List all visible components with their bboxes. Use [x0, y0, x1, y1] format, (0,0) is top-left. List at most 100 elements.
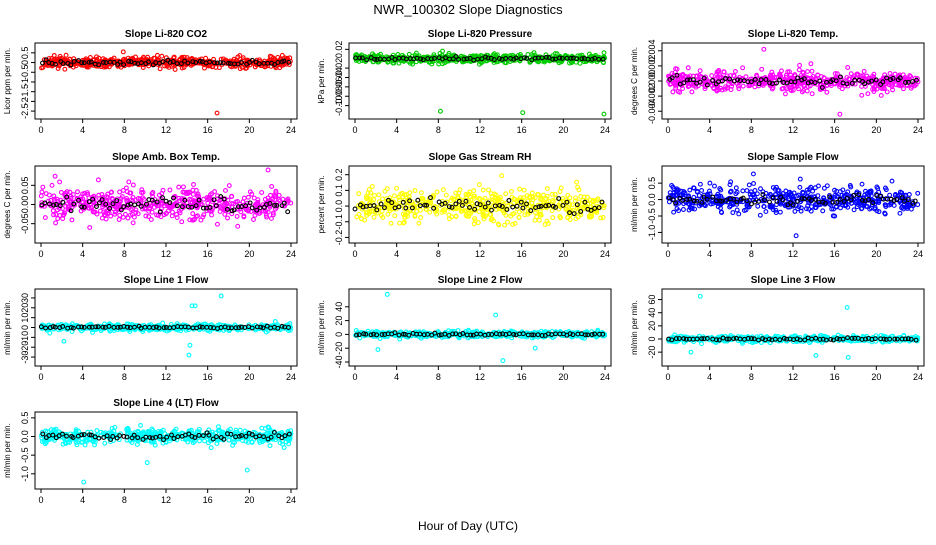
x-tick-label: 8 — [749, 372, 754, 382]
x-tick-label: 20 — [871, 372, 881, 382]
data-point — [778, 210, 782, 214]
outlier-point — [385, 292, 389, 296]
data-point — [570, 203, 574, 207]
data-point — [76, 190, 80, 194]
data-point — [177, 185, 181, 189]
x-tick-label: 16 — [830, 372, 840, 382]
data-point — [235, 214, 239, 218]
data-point — [117, 218, 121, 222]
data-point — [671, 90, 675, 94]
x-tick-label: 4 — [707, 125, 712, 135]
data-point — [759, 187, 763, 191]
data-point — [798, 63, 802, 67]
data-point — [246, 195, 250, 199]
data-point — [39, 194, 43, 198]
panel-title: Slope Li-820 CO2 — [125, 29, 208, 40]
data-point — [898, 211, 902, 215]
data-point — [798, 185, 802, 189]
x-tick-label: 24 — [286, 372, 296, 382]
data-point — [537, 218, 541, 222]
data-point — [530, 191, 534, 195]
x-tick-label: 8 — [436, 372, 441, 382]
y-tick-label: 40 — [647, 308, 657, 318]
data-point — [260, 191, 264, 195]
data-point — [118, 190, 122, 194]
data-point — [168, 188, 172, 192]
x-tick-label: 16 — [203, 372, 213, 382]
plot-frame — [662, 289, 924, 366]
series-all-points — [666, 172, 919, 238]
data-point — [504, 192, 508, 196]
data-point — [226, 216, 230, 220]
x-tick-label: 12 — [475, 249, 485, 259]
x-tick-label: 16 — [517, 249, 527, 259]
x-tick-label: 24 — [600, 249, 610, 259]
x-tick-label: 12 — [788, 372, 798, 382]
data-point — [273, 320, 277, 324]
hourly-point — [133, 203, 137, 207]
y-tick-label: -0.05 — [20, 213, 30, 234]
x-tick-label: 4 — [80, 125, 85, 135]
data-point — [798, 177, 802, 181]
x-tick-label: 4 — [394, 125, 399, 135]
data-point — [698, 69, 702, 73]
data-point — [890, 179, 894, 183]
data-point — [888, 193, 892, 197]
outlier-point — [602, 112, 606, 116]
data-point — [747, 183, 751, 187]
data-point — [713, 184, 717, 188]
data-point — [487, 188, 491, 192]
x-tick-label: 0 — [38, 125, 43, 135]
plot-frame — [35, 43, 297, 119]
data-point — [817, 184, 821, 188]
data-point — [41, 185, 45, 189]
panel-ylabel: ml/min per min. — [630, 177, 639, 232]
data-point — [170, 214, 174, 218]
data-point — [518, 187, 522, 191]
data-point — [161, 321, 165, 325]
x-tick-label: 20 — [244, 372, 254, 382]
y-tick-label: -0.2 — [334, 230, 344, 246]
outlier-point — [501, 359, 505, 363]
x-tick-label: 20 — [871, 125, 881, 135]
y-tick-label: 0 — [20, 60, 30, 65]
panel-title: Slope Li-820 Pressure — [428, 29, 533, 40]
x-tick-label: 16 — [830, 125, 840, 135]
x-tick-label: 16 — [203, 125, 213, 135]
data-point — [173, 68, 177, 72]
y-tick-label: 0.0 — [647, 193, 657, 206]
data-point — [741, 66, 745, 70]
data-point — [444, 193, 448, 197]
data-point — [741, 84, 745, 88]
data-point — [860, 93, 864, 97]
data-point — [810, 69, 814, 73]
data-point — [389, 221, 393, 225]
data-point — [355, 215, 359, 219]
data-point — [199, 218, 203, 222]
data-point — [435, 190, 439, 194]
x-tick-label: 8 — [122, 125, 127, 135]
x-tick-label: 0 — [665, 249, 670, 259]
x-tick-label: 4 — [707, 372, 712, 382]
y-tick-label: 0.5 — [20, 47, 30, 60]
data-point — [810, 92, 814, 96]
data-point — [698, 182, 702, 186]
data-point — [686, 66, 690, 70]
data-point — [381, 197, 385, 201]
data-point — [377, 193, 381, 197]
y-tick-label: 0.5 — [647, 177, 657, 190]
data-point — [575, 180, 579, 184]
y-tick-label: -20 — [334, 342, 344, 355]
data-point — [372, 215, 376, 219]
data-point — [160, 54, 164, 58]
y-tick-label: -1.5 — [20, 84, 30, 100]
data-point — [810, 205, 814, 209]
data-point — [58, 180, 62, 184]
y-tick-label: -30 — [20, 351, 30, 364]
data-point — [227, 184, 231, 188]
data-point — [40, 190, 44, 194]
